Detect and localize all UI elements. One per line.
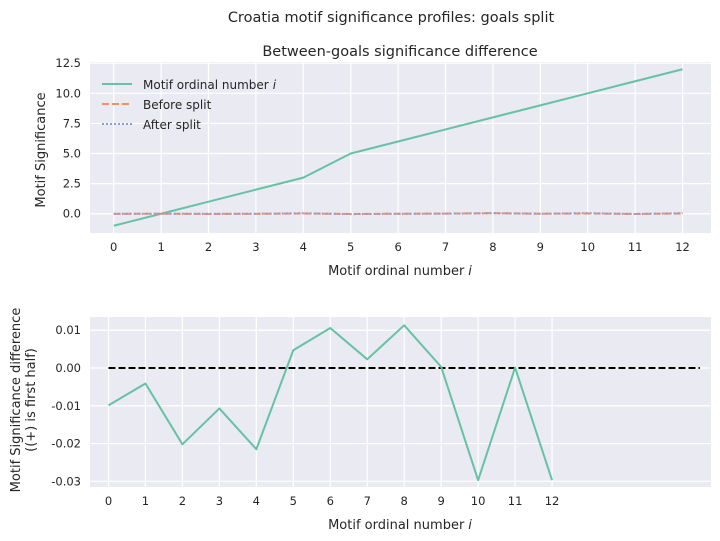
chart-top-y-ticks: 0.0 2.5 5.0 7.5 10.0 12.5 — [55, 56, 81, 221]
y-tick-label: 12.5 — [55, 56, 81, 70]
legend-label-motif-ordinal-number: Motif ordinal number i — [143, 78, 277, 92]
chart-top-y-axis-label: Motif Significance — [34, 92, 49, 207]
x-tick-label: 8 — [401, 494, 408, 508]
x-tick-label: 7 — [442, 240, 449, 254]
chart-top-x-ticks: 0 1 2 3 4 5 6 7 8 9 10 11 12 — [110, 240, 690, 254]
series-line-0 — [113, 68, 683, 227]
chart-top-legend: Motif ordinal number i Before split After… — [102, 78, 277, 132]
chart-bottom-grid — [90, 317, 711, 487]
y-tick-label: 10.0 — [55, 86, 81, 100]
legend-entry-motif-ordinal-number: Motif ordinal number i — [102, 78, 277, 92]
y-tick-label: -0.03 — [51, 474, 81, 488]
x-tick-label: 3 — [216, 494, 223, 508]
chart-bottom-x-axis-label-var: i — [468, 518, 472, 533]
y-tick-label: -0.01 — [51, 399, 81, 413]
legend-label-after-split: After split — [143, 118, 201, 132]
chart-top-series — [113, 68, 683, 227]
x-tick-label: 7 — [364, 494, 371, 508]
legend-entry-before-split: Before split — [102, 98, 212, 112]
chart-top-x-axis-label-text: Motif ordinal number — [328, 264, 465, 279]
x-tick-label: 2 — [205, 240, 212, 254]
y-tick-label: 0.0 — [63, 207, 81, 221]
x-tick-label: 1 — [157, 240, 164, 254]
x-tick-label: 6 — [327, 494, 334, 508]
chart-bottom-x-axis-label: Motif ordinal number i — [328, 518, 472, 533]
y-tick-label: 0.00 — [55, 361, 81, 375]
x-tick-label: 12 — [675, 240, 690, 254]
x-tick-label: 2 — [179, 494, 186, 508]
legend-label-motif-ordinal-number-var: i — [273, 78, 277, 92]
y-tick-label: 2.5 — [63, 177, 81, 191]
chart-bottom-y-axis-label-line2: ((+) is first half) — [24, 348, 39, 452]
x-tick-label: 3 — [252, 240, 259, 254]
chart-bottom-y-ticks: -0.03 -0.02 -0.01 0.00 0.01 — [51, 323, 81, 488]
chart-bottom: 0 1 2 3 4 5 6 7 8 9 10 11 12 -0.03-0.02-0.010.000.01… — [9, 308, 711, 533]
chart-top-x-axis-label-var: i — [468, 264, 472, 279]
y-tick-label: 0.01 — [55, 323, 81, 337]
chart-bottom-x-ticks: 0 1 2 3 4 5 6 7 8 9 10 11 12 — [105, 494, 560, 508]
x-tick-label: 9 — [437, 494, 444, 508]
chart-bottom-plot-area — [90, 317, 711, 487]
legend-label-motif-ordinal-number-text: Motif ordinal number — [143, 78, 269, 92]
y-tick-label: -0.02 — [51, 437, 81, 451]
x-tick-label: 5 — [290, 494, 297, 508]
x-tick-label: 10 — [580, 240, 595, 254]
y-tick-label: 5.0 — [63, 147, 81, 161]
x-tick-label: 11 — [628, 240, 643, 254]
x-tick-label: 10 — [471, 494, 486, 508]
figure-suptitle: Croatia motif significance profiles: goa… — [228, 10, 555, 26]
x-tick-label: 9 — [537, 240, 544, 254]
legend-entry-after-split: After split — [102, 118, 201, 132]
x-tick-label: 0 — [105, 494, 112, 508]
chart-bottom-y-axis-label: Motif Significance difference — [9, 308, 24, 493]
legend-label-before-split: Before split — [143, 98, 212, 112]
x-tick-label: 6 — [394, 240, 401, 254]
x-tick-label: 4 — [300, 240, 307, 254]
chart-bottom-series — [107, 324, 554, 482]
series-line-0 — [107, 324, 554, 482]
chart-bottom-x-axis-label-text: Motif ordinal number — [328, 518, 465, 533]
series-line-2 — [113, 212, 683, 216]
chart-top: Between-goals significance difference 0 1… — [34, 44, 711, 279]
x-tick-label: 12 — [545, 494, 560, 508]
x-tick-label: 1 — [142, 494, 149, 508]
chart-top-title: Between-goals significance difference — [262, 44, 537, 60]
x-tick-label: 4 — [253, 494, 260, 508]
x-tick-label: 0 — [110, 240, 117, 254]
chart-top-x-axis-label: Motif ordinal number i — [328, 264, 472, 279]
y-tick-label: 7.5 — [63, 116, 81, 130]
x-tick-label: 8 — [489, 240, 496, 254]
x-tick-label: 5 — [347, 240, 354, 254]
x-tick-label: 11 — [508, 494, 523, 508]
